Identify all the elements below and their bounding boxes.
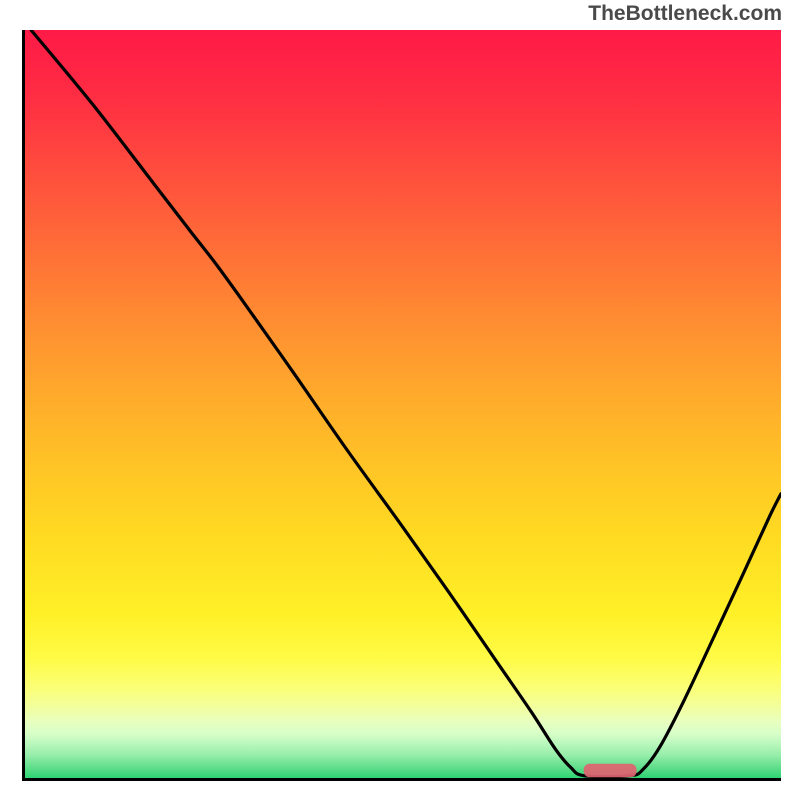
watermark-text: TheBottleneck.com <box>588 2 782 26</box>
optimal-marker <box>584 764 637 777</box>
chart-area <box>22 30 781 781</box>
bottleneck-curve <box>31 30 781 777</box>
chart-overlay <box>25 30 781 778</box>
